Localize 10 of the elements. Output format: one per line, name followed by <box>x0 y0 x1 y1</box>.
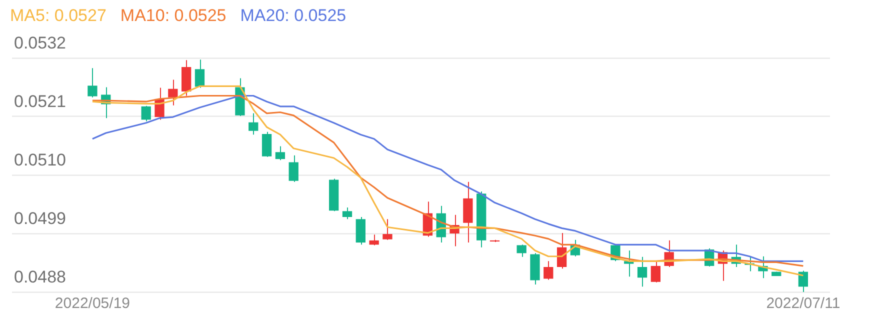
y-tick-label: 0.0499 <box>14 209 66 228</box>
x-tick-label: 2022/05/19 <box>54 295 130 312</box>
text: MA5: 0.0527 <box>10 6 106 27</box>
y-tick-label: 0.0532 <box>14 34 66 53</box>
text: MA20: 0.0525 <box>240 6 346 27</box>
y-tick-label: 0.0521 <box>14 92 66 112</box>
text: MA10: 0.0525 <box>120 6 226 27</box>
x-tick-label: 2022/07/11 <box>766 295 840 312</box>
y-tick-label: 0.0488 <box>14 268 66 287</box>
y-tick-label: 0.0510 <box>14 150 66 170</box>
